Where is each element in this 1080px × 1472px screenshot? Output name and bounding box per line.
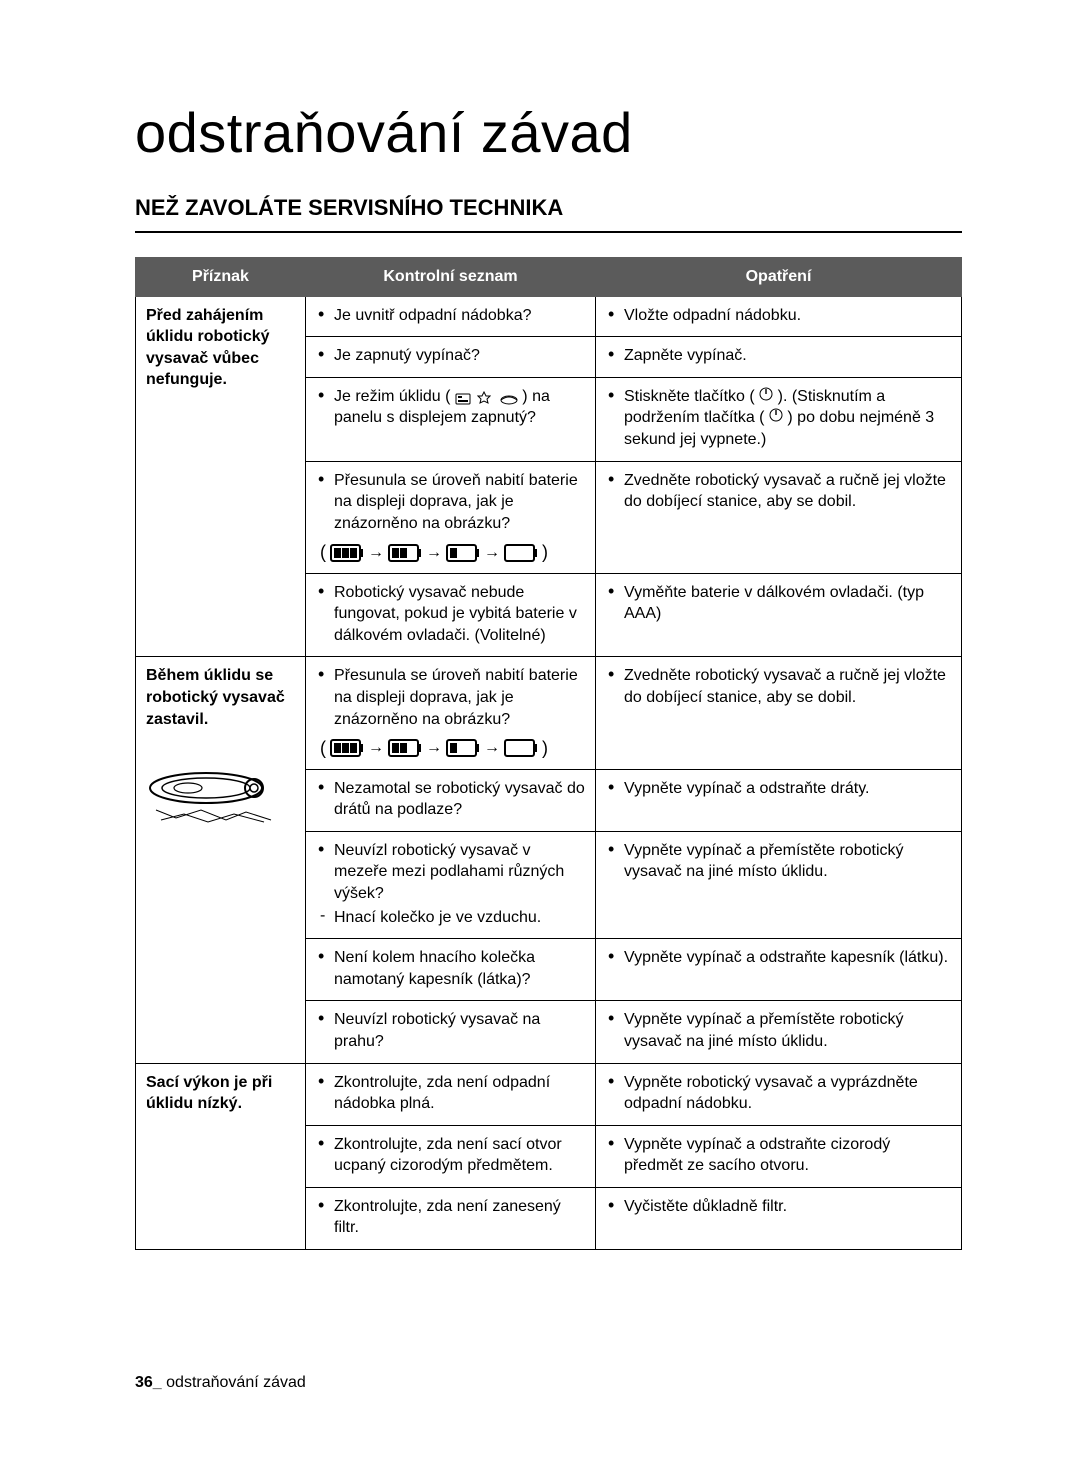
- battery-progression-2: ( → → → ): [316, 736, 585, 760]
- r3c-a: Je režim úklidu (: [334, 388, 450, 405]
- symptom-2: Během úklidu se robotický vysavač zastav…: [136, 657, 306, 1063]
- cell-r6-check: Přesunula se úroveň nabití baterie na di…: [306, 657, 596, 769]
- battery-2-icon: [388, 739, 422, 757]
- cell-r7-check: Nezamotal se robotický vysavač do drátů …: [306, 769, 596, 831]
- battery-1-icon: [446, 739, 480, 757]
- paren-open: (: [320, 540, 326, 564]
- symptom-3-text: Sací výkon je při úklidu nízký.: [146, 1074, 272, 1113]
- footer-text: odstraňování závad: [162, 1374, 306, 1391]
- col-checklist: Kontrolní seznam: [306, 258, 596, 297]
- cell-r1-measure: Vložte odpadní nádobku.: [596, 296, 962, 337]
- cell-r8-check: Neuvízl robotický vysavač v mezeře mezi …: [306, 831, 596, 938]
- cell-r2-measure: Zapněte vypínač.: [596, 337, 962, 378]
- cell-r8-measure: Vypněte vypínač a přemístěte robotický v…: [596, 831, 962, 938]
- section-title: NEŽ ZAVOLÁTE SERVISNÍHO TECHNIKA: [135, 195, 962, 233]
- r12m: Vypněte vypínač a odstraňte cizorodý pře…: [606, 1134, 951, 1177]
- battery-3-icon: [330, 739, 364, 757]
- r11m: Vypněte robotický vysavač a vyprázdněte …: [606, 1072, 951, 1115]
- arrow-icon: →: [368, 545, 384, 561]
- power-icon: [759, 386, 773, 408]
- paren-close: ): [542, 736, 548, 760]
- r12c: Zkontrolujte, zda není sací otvor ucpaný…: [316, 1134, 585, 1177]
- page-footer: 36_ odstraňování závad: [135, 1374, 306, 1392]
- mode-icon-auto: [455, 390, 473, 404]
- cell-r9-check: Není kolem hnacího kolečka namotaný kape…: [306, 939, 596, 1001]
- cell-r5-check: Robotický vysavač nebude fungovat, pokud…: [306, 573, 596, 657]
- r13c: Zkontrolujte, zda není zanesený filtr.: [316, 1196, 585, 1239]
- r5m: Vyměňte baterie v dálkovém ovladači. (ty…: [606, 582, 951, 625]
- r3c: Je režim úklidu ( ) na panelu s displeje…: [316, 386, 585, 429]
- cell-r4-check: Přesunula se úroveň nabití baterie na di…: [306, 461, 596, 573]
- r3m: Stiskněte tlačítko ( ). (Stisknutím a po…: [606, 386, 951, 451]
- arrow-icon: →: [484, 740, 500, 756]
- cell-r12-measure: Vypněte vypínač a odstraňte cizorodý pře…: [596, 1125, 962, 1187]
- r6c: Přesunula se úroveň nabití baterie na di…: [316, 665, 585, 730]
- r3m-a: Stiskněte tlačítko (: [624, 388, 755, 405]
- battery-2-icon: [388, 544, 422, 562]
- arrow-icon: →: [484, 545, 500, 561]
- r6m: Zvedněte robotický vysavač a ručně jej v…: [606, 665, 951, 708]
- r7c: Nezamotal se robotický vysavač do drátů …: [316, 778, 585, 821]
- r2c: Je zapnutý vypínač?: [316, 345, 585, 367]
- robot-illustration: [146, 770, 295, 826]
- troubleshooting-table: Příznak Kontrolní seznam Opatření Před z…: [135, 257, 962, 1250]
- cell-r4-measure: Zvedněte robotický vysavač a ručně jej v…: [596, 461, 962, 573]
- r9c: Není kolem hnacího kolečka namotaný kape…: [316, 947, 585, 990]
- battery-0-icon: [504, 544, 538, 562]
- r4c: Přesunula se úroveň nabití baterie na di…: [316, 470, 585, 535]
- r8m: Vypněte vypínač a přemístěte robotický v…: [606, 840, 951, 883]
- battery-3-icon: [330, 544, 364, 562]
- cell-r13-measure: Vyčistěte důkladně filtr.: [596, 1187, 962, 1249]
- symptom-1-text: Před zahájením úklidu robotický vysavač …: [146, 307, 270, 389]
- arrow-icon: →: [426, 740, 442, 756]
- col-symptom: Příznak: [136, 258, 306, 297]
- cell-r2-check: Je zapnutý vypínač?: [306, 337, 596, 378]
- cell-r11-measure: Vypněte robotický vysavač a vyprázdněte …: [596, 1063, 962, 1125]
- paren-open: (: [320, 736, 326, 760]
- col-measure: Opatření: [596, 258, 962, 297]
- power-icon-2: [769, 407, 783, 429]
- footer-page-number: 36_: [135, 1374, 162, 1391]
- r1m: Vložte odpadní nádobku.: [606, 305, 951, 327]
- r7m: Vypněte vypínač a odstraňte dráty.: [606, 778, 951, 800]
- r9m: Vypněte vypínač a odstraňte kapesník (lá…: [606, 947, 951, 969]
- r1c: Je uvnitř odpadní nádobka?: [316, 305, 585, 327]
- r4m: Zvedněte robotický vysavač a ručně jej v…: [606, 470, 951, 513]
- cell-r9-measure: Vypněte vypínač a odstraňte kapesník (lá…: [596, 939, 962, 1001]
- cell-r6-measure: Zvedněte robotický vysavač a ručně jej v…: [596, 657, 962, 769]
- cell-r13-check: Zkontrolujte, zda není zanesený filtr.: [306, 1187, 596, 1249]
- r8c2: Hnací kolečko je ve vzduchu.: [316, 907, 585, 929]
- cell-r7-measure: Vypněte vypínač a odstraňte dráty.: [596, 769, 962, 831]
- r10m: Vypněte vypínač a přemístěte robotický v…: [606, 1009, 951, 1052]
- r13m: Vyčistěte důkladně filtr.: [606, 1196, 951, 1218]
- cell-r11-check: Zkontrolujte, zda není odpadní nádobka p…: [306, 1063, 596, 1125]
- mode-icon-max: [500, 390, 518, 404]
- r10c: Neuvízl robotický vysavač na prahu?: [316, 1009, 585, 1052]
- symptom-2-text: Během úklidu se robotický vysavač zastav…: [146, 667, 285, 727]
- page-title: odstraňování závad: [135, 100, 962, 165]
- symptom-3: Sací výkon je při úklidu nízký.: [136, 1063, 306, 1250]
- battery-1-icon: [446, 544, 480, 562]
- arrow-icon: →: [426, 545, 442, 561]
- symptom-1: Před zahájením úklidu robotický vysavač …: [136, 296, 306, 657]
- cell-r12-check: Zkontrolujte, zda není sací otvor ucpaný…: [306, 1125, 596, 1187]
- r2m: Zapněte vypínač.: [606, 345, 951, 367]
- paren-close: ): [542, 540, 548, 564]
- cell-r1-check: Je uvnitř odpadní nádobka?: [306, 296, 596, 337]
- battery-progression: ( → → → ): [316, 540, 585, 564]
- cell-r3-check: Je režim úklidu ( ) na panelu s displeje…: [306, 377, 596, 461]
- cell-r10-measure: Vypněte vypínač a přemístěte robotický v…: [596, 1001, 962, 1063]
- mode-icon-spot: [477, 390, 495, 404]
- arrow-icon: →: [368, 740, 384, 756]
- r11c: Zkontrolujte, zda není odpadní nádobka p…: [316, 1072, 585, 1115]
- r8c1: Neuvízl robotický vysavač v mezeře mezi …: [316, 840, 585, 905]
- battery-0-icon: [504, 739, 538, 757]
- cell-r3-measure: Stiskněte tlačítko ( ). (Stisknutím a po…: [596, 377, 962, 461]
- r5c: Robotický vysavač nebude fungovat, pokud…: [316, 582, 585, 647]
- cell-r10-check: Neuvízl robotický vysavač na prahu?: [306, 1001, 596, 1063]
- cell-r5-measure: Vyměňte baterie v dálkovém ovladači. (ty…: [596, 573, 962, 657]
